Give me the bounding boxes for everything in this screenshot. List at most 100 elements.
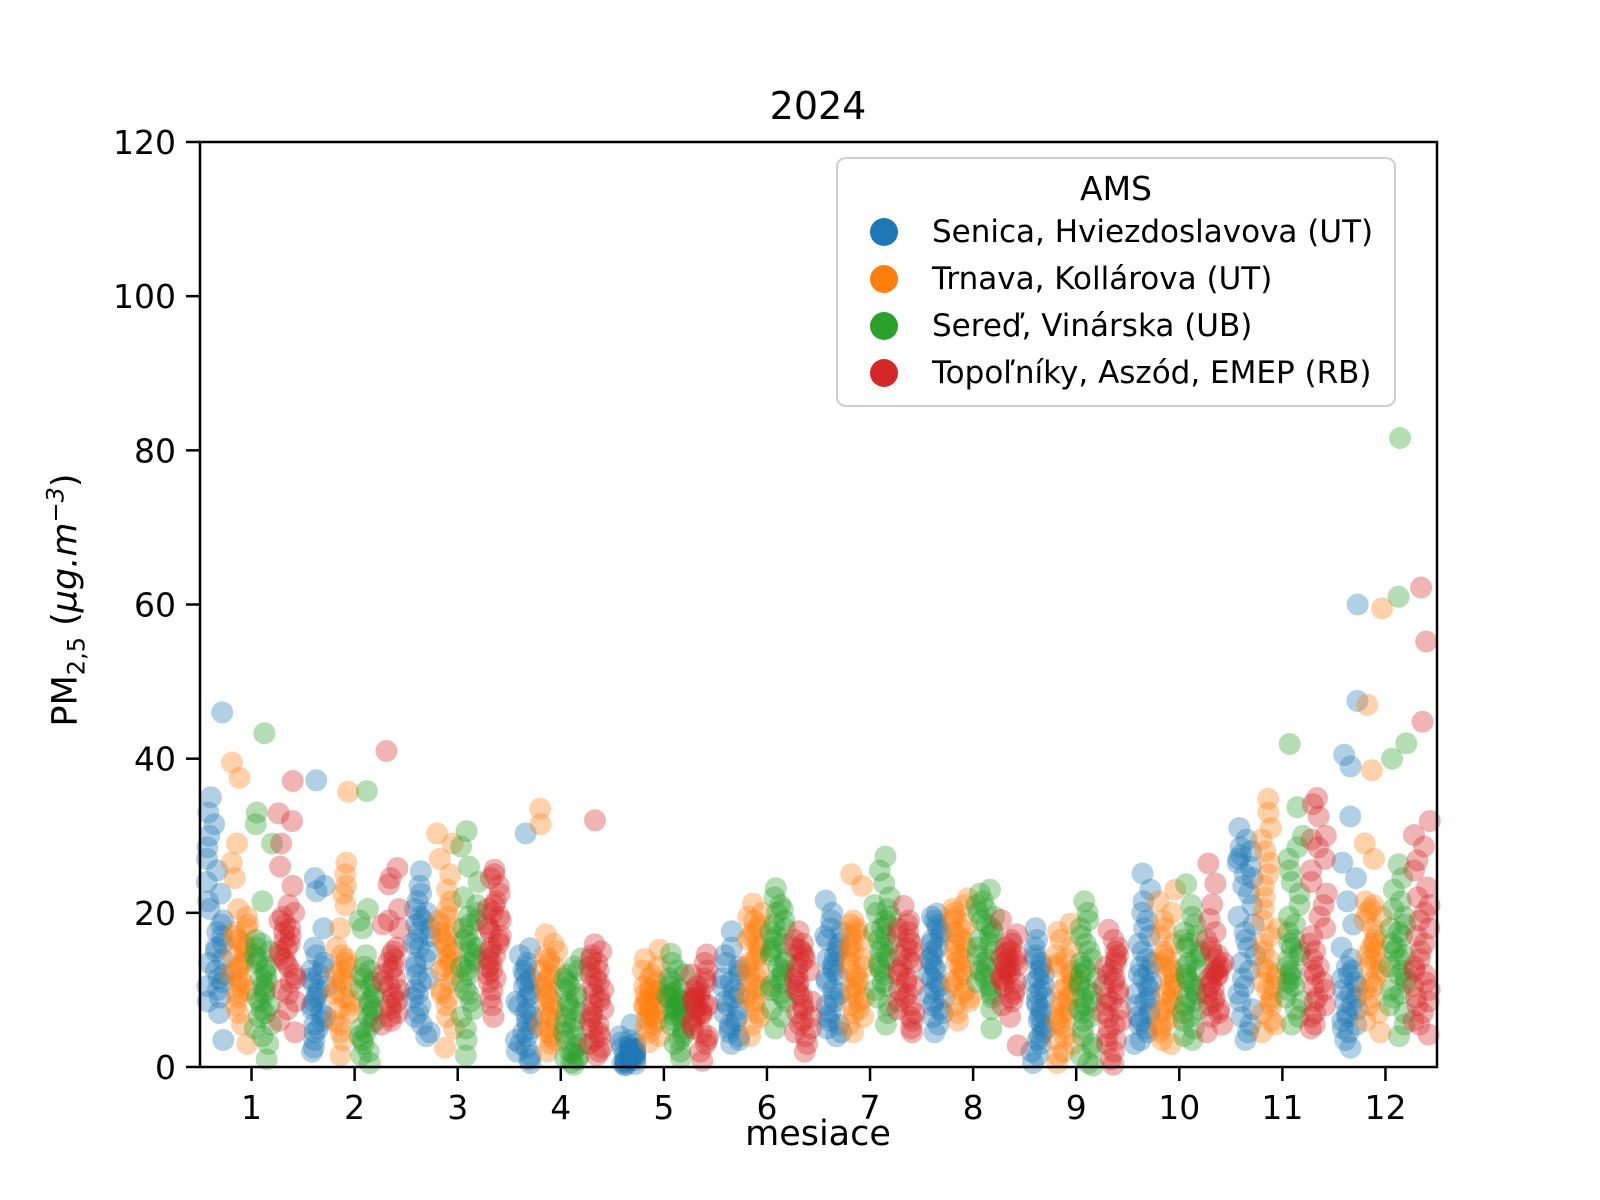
data-point	[713, 944, 736, 967]
data-point	[1208, 998, 1231, 1021]
data-point	[415, 1025, 438, 1048]
data-point	[1230, 844, 1252, 866]
data-point	[1104, 951, 1127, 974]
data-point	[979, 932, 1002, 955]
data-point	[1149, 951, 1172, 974]
data-point	[1148, 1021, 1171, 1044]
data-point	[1229, 990, 1252, 1013]
data-point	[487, 932, 510, 955]
data-point	[253, 982, 276, 1005]
data-point	[1362, 847, 1385, 870]
data-point	[1378, 955, 1401, 978]
data-point	[828, 932, 851, 955]
data-point	[943, 905, 966, 928]
data-point	[1097, 1017, 1120, 1040]
data-point	[792, 944, 815, 967]
data-point	[221, 944, 244, 967]
data-point	[695, 943, 718, 966]
data-point	[749, 940, 772, 963]
data-point	[921, 1005, 944, 1028]
data-point	[1202, 978, 1225, 1001]
data-point	[515, 1036, 538, 1059]
data-point	[546, 940, 569, 963]
data-point	[684, 998, 707, 1021]
data-point	[952, 963, 975, 986]
data-point	[348, 1025, 371, 1048]
data-point	[843, 982, 866, 1005]
data-point	[1340, 994, 1363, 1017]
data-point	[942, 975, 965, 998]
data-point	[957, 887, 979, 910]
data-point	[999, 940, 1022, 963]
data-point	[1069, 1044, 1092, 1067]
data-point	[1097, 918, 1120, 941]
data-point	[685, 995, 708, 1018]
data-point	[928, 975, 951, 998]
data-point	[774, 948, 796, 971]
data-point	[1185, 982, 1207, 1005]
data-point	[1289, 940, 1311, 963]
data-point	[1025, 982, 1048, 1005]
data-point	[1186, 959, 1209, 982]
data-point	[865, 901, 888, 924]
data-point	[1278, 733, 1301, 755]
data-point	[871, 936, 894, 959]
data-point	[371, 913, 394, 936]
data-point	[762, 936, 785, 959]
data-point	[513, 963, 536, 986]
data-point	[874, 1013, 897, 1036]
data-point	[208, 986, 231, 1009]
data-point	[1079, 1005, 1102, 1028]
data-point	[484, 967, 507, 990]
data-point	[1414, 971, 1437, 994]
data-point	[1072, 1009, 1095, 1032]
data-point	[1026, 928, 1048, 951]
y-tick-label: 20	[134, 894, 176, 933]
data-point	[588, 986, 611, 1009]
data-point	[1413, 901, 1436, 924]
data-point	[556, 971, 578, 994]
data-point	[1260, 986, 1283, 1009]
data-point	[313, 874, 336, 897]
y-axis-label: PM2,5 (µg.m−3)	[42, 473, 91, 726]
data-point	[1076, 901, 1099, 924]
data-point	[662, 980, 685, 1003]
data-point	[337, 780, 360, 803]
data-point	[1071, 986, 1094, 1009]
data-point	[994, 936, 1017, 959]
data-point	[580, 944, 603, 967]
data-point	[762, 928, 785, 951]
data-point	[1150, 1029, 1173, 1051]
data-point	[999, 962, 1022, 984]
data-point	[483, 894, 506, 917]
data-point	[1094, 955, 1117, 978]
data-point	[1200, 940, 1223, 963]
data-point	[1360, 759, 1383, 782]
data-point	[876, 898, 899, 920]
data-point	[846, 967, 869, 990]
data-point	[588, 971, 610, 994]
data-point	[1201, 893, 1224, 916]
data-point	[1186, 925, 1209, 947]
data-point	[1033, 975, 1056, 998]
data-point	[661, 951, 684, 974]
data-point	[738, 963, 761, 986]
data-point	[1139, 878, 1162, 901]
data-point	[258, 994, 281, 1017]
data-point	[864, 978, 887, 1001]
data-point	[1044, 944, 1067, 967]
data-point	[210, 913, 233, 936]
data-point	[737, 951, 760, 974]
y-label-subscript: 2,5	[62, 637, 91, 676]
data-point	[619, 1046, 642, 1068]
data-point	[1096, 1032, 1118, 1055]
data-point	[1059, 963, 1082, 986]
data-point	[663, 1009, 686, 1032]
data-point	[1259, 817, 1282, 839]
data-point	[992, 969, 1015, 992]
data-point	[658, 975, 681, 998]
data-point	[903, 1002, 926, 1024]
data-point	[516, 1013, 539, 1036]
data-point	[1356, 944, 1378, 967]
data-point	[223, 867, 246, 890]
